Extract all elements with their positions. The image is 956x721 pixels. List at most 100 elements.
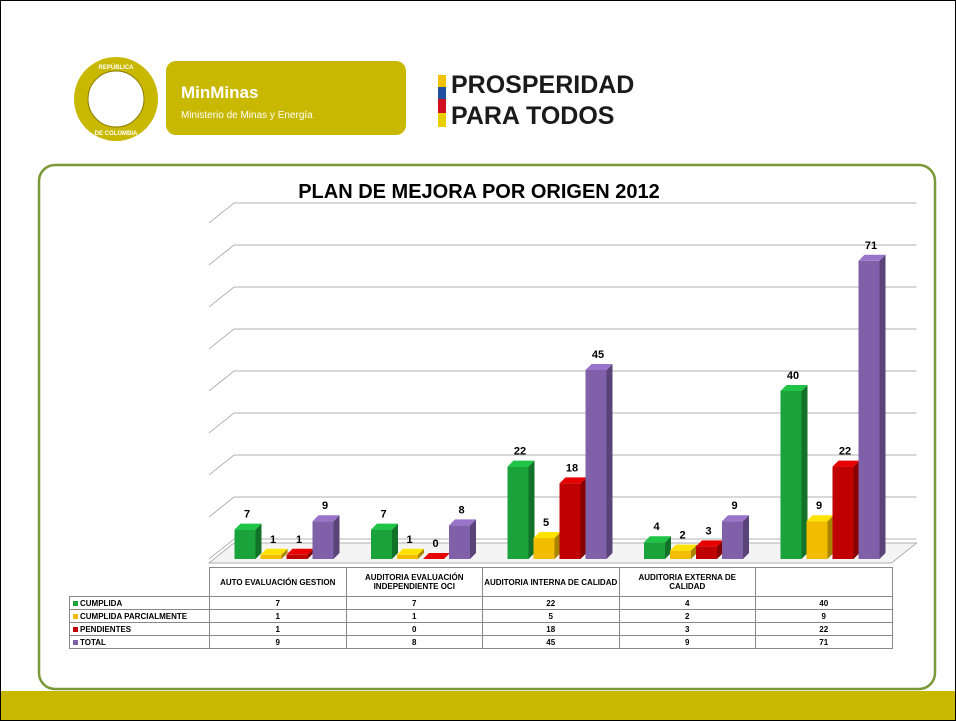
bar-top bbox=[449, 519, 476, 526]
bar bbox=[806, 515, 834, 559]
legend-swatch bbox=[73, 626, 78, 632]
grid-line bbox=[208, 454, 917, 476]
table-cell: 9 bbox=[755, 609, 893, 623]
bar-front bbox=[507, 466, 529, 559]
table-cell: 18 bbox=[482, 622, 620, 636]
bar-side bbox=[665, 536, 671, 559]
bar-front bbox=[449, 525, 470, 559]
bar-front bbox=[234, 529, 256, 559]
value-label: 1 bbox=[270, 534, 276, 546]
bar bbox=[696, 540, 723, 559]
bar-top bbox=[234, 523, 262, 530]
grid-line bbox=[208, 286, 917, 308]
bar-top bbox=[832, 460, 860, 467]
bar-top bbox=[780, 385, 808, 391]
bar-side bbox=[307, 548, 314, 559]
bar-top bbox=[286, 548, 314, 555]
bar-side bbox=[743, 515, 749, 559]
brand: MinMinas bbox=[181, 83, 258, 102]
bar-top bbox=[507, 460, 535, 467]
flag bbox=[438, 113, 446, 127]
bar bbox=[585, 364, 613, 559]
brand-box bbox=[166, 61, 406, 135]
bar-front bbox=[533, 538, 555, 559]
table-cell: 1 bbox=[209, 622, 347, 636]
legend-text: CUMPLIDA bbox=[80, 598, 123, 608]
table-cell: 5 bbox=[482, 609, 620, 623]
table-cell: 0 bbox=[345, 622, 483, 636]
value-label: 2 bbox=[679, 530, 685, 542]
table-cell: 1 bbox=[209, 609, 347, 623]
legend-entry: PENDIENTES bbox=[69, 622, 210, 636]
bar bbox=[234, 523, 262, 559]
legend-swatch bbox=[73, 613, 78, 619]
value-label: 9 bbox=[816, 500, 822, 512]
bar-side bbox=[255, 523, 262, 559]
seal-text: DE COLOMBIA bbox=[95, 131, 138, 137]
value-label: 22 bbox=[514, 446, 526, 458]
value-label: 22 bbox=[839, 446, 851, 458]
bar-side bbox=[717, 540, 723, 559]
bar bbox=[397, 548, 424, 559]
legend-swatch bbox=[73, 639, 78, 645]
value-label: 3 bbox=[705, 525, 711, 537]
legend-text: CUMPLIDA PARCIALMENTE bbox=[80, 611, 188, 621]
flag bbox=[438, 99, 446, 113]
bar-top bbox=[559, 477, 587, 484]
bar-top bbox=[312, 515, 340, 522]
bar-side bbox=[392, 523, 398, 559]
value-label: 45 bbox=[592, 349, 604, 361]
value-label: 8 bbox=[458, 504, 464, 516]
category-label bbox=[755, 567, 893, 597]
bar-front bbox=[780, 391, 802, 559]
bar-top bbox=[533, 532, 561, 538]
bar bbox=[507, 460, 535, 559]
seal-inner bbox=[87, 70, 145, 128]
bar-front bbox=[670, 550, 691, 559]
bar bbox=[260, 548, 288, 559]
bar bbox=[449, 519, 476, 559]
category-label: AUDITORIA EVALUACIÓN INDEPENDIENTE OCI bbox=[345, 567, 483, 597]
category-label: AUDITORIA INTERNA DE CALIDAD bbox=[482, 567, 620, 597]
slogan: PARA TODOS bbox=[451, 102, 614, 130]
grid-line bbox=[208, 202, 917, 224]
bar-side bbox=[879, 254, 886, 560]
bar-top bbox=[806, 515, 834, 522]
bar-side bbox=[801, 385, 808, 559]
bar-side bbox=[333, 515, 340, 559]
table-cell: 3 bbox=[618, 622, 756, 636]
bar-front bbox=[559, 483, 581, 559]
legend-entry: TOTAL bbox=[69, 635, 210, 649]
value-label: 1 bbox=[296, 534, 302, 546]
chart-title: PLAN DE MEJORA POR ORIGEN 2012 bbox=[298, 181, 660, 203]
bar bbox=[858, 254, 886, 560]
table-cell: 40 bbox=[755, 596, 893, 610]
value-label: 71 bbox=[865, 240, 877, 252]
grid-line bbox=[208, 496, 917, 518]
value-label: 0 bbox=[432, 538, 438, 550]
value-label: 40 bbox=[787, 370, 799, 382]
table-cell: 7 bbox=[345, 596, 483, 610]
bar-top bbox=[670, 544, 697, 551]
bar-side bbox=[580, 477, 587, 559]
table-cell: 4 bbox=[618, 596, 756, 610]
bar-side bbox=[691, 544, 697, 559]
grid-line bbox=[208, 412, 917, 434]
bar-side bbox=[554, 532, 561, 559]
bar bbox=[832, 460, 860, 559]
bar-top bbox=[585, 364, 613, 370]
bar-front bbox=[286, 554, 308, 559]
bar-front bbox=[397, 554, 418, 559]
value-label: 9 bbox=[322, 500, 328, 512]
bar-front bbox=[644, 542, 665, 559]
bar-top bbox=[696, 540, 723, 547]
flag bbox=[438, 75, 446, 87]
bar-top bbox=[423, 553, 450, 559]
bar-top bbox=[858, 254, 886, 261]
slogan: PROSPERIDAD bbox=[451, 71, 634, 99]
table-cell: 1 bbox=[345, 609, 483, 623]
bar-top bbox=[371, 523, 398, 530]
bar-top bbox=[722, 515, 749, 522]
bar bbox=[423, 553, 450, 559]
